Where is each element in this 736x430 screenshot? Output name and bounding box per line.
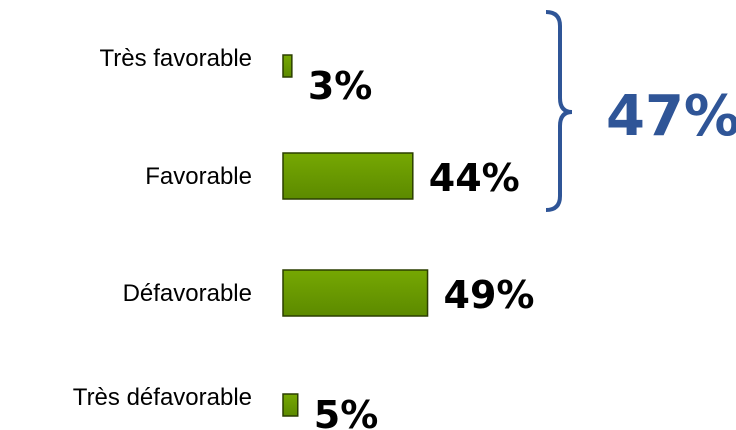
value-labels: 3% 44% 49% 5% xyxy=(308,64,535,430)
bracket-total-label: 47% xyxy=(606,84,736,149)
value-label: 49% xyxy=(444,273,535,317)
bracket-group: 47% xyxy=(545,10,736,212)
bar xyxy=(282,54,293,78)
category-labels: Très favorable Favorable Défavorable Très d… xyxy=(73,45,252,411)
category-label: Favorable xyxy=(145,163,252,190)
bar xyxy=(282,393,299,417)
bar xyxy=(282,152,414,200)
category-label: Très favorable xyxy=(99,45,252,72)
bracket xyxy=(545,10,573,212)
value-label: 3% xyxy=(308,64,373,108)
value-label: 5% xyxy=(314,393,379,430)
bars xyxy=(282,54,429,417)
category-label: Défavorable xyxy=(123,280,252,307)
value-label: 44% xyxy=(429,156,520,200)
category-label: Très défavorable xyxy=(73,384,252,411)
bar xyxy=(282,269,429,317)
